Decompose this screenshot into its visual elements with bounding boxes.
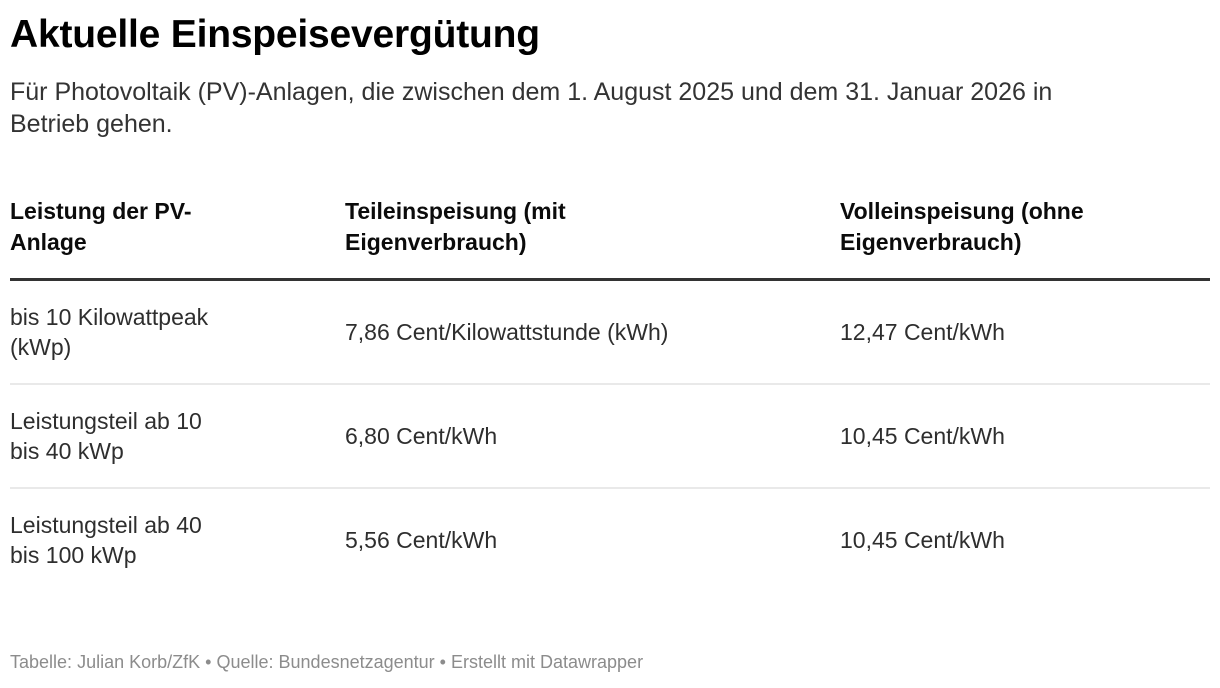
column-header-leistung: Leistung der PV-Anlage [10,196,345,281]
footer-separator: • [439,652,446,672]
column-header-teileinspeisung: Teileinspeisung (mit Eigenverbrauch) [345,196,840,281]
page-title: Aktuelle Einspeisevergütung [10,13,540,56]
data-table: Leistung der PV-Anlage Teileinspeisung (… [10,196,1210,591]
cell-row2-leistung: Leistungsteil ab 10 bis 40 kWp [10,384,345,489]
table-row: bis 10 Kilowattpeak (kWp) 7,86 Cent/Kilo… [10,279,1210,385]
cell-row3-volleinspeisung: 10,45 Cent/kWh [840,527,1005,553]
footer-source-label: Quelle: [216,652,274,672]
cell-row1-teileinspeisung: 7,86 Cent/Kilowattstunde (kWh) [345,279,840,385]
table-row: Leistungsteil ab 10 bis 40 kWp 6,80 Cent… [10,384,1210,489]
column-header-volleinspeisung: Volleinspeisung (ohne Eigenverbrauch) [840,196,1210,281]
cell-row2-volleinspeisung: 10,45 Cent/kWh [840,384,1210,489]
cell-row3-leistung: Leistungsteil ab 40 bis 100 kWp [10,512,202,568]
cell-row3-teileinspeisung: 5,56 Cent/kWh [345,527,498,553]
table-row: Leistungsteil ab 40 bis 100 kWp 5,56 Cen… [10,488,1210,591]
footer-author: Julian Korb/ZfK [77,652,201,672]
footer-attribution: Tabelle: Julian Korb/ZfK • Quelle: Bunde… [10,650,643,674]
footer-datawrapper-link[interactable]: Erstellt mit Datawrapper [451,652,644,672]
table-header-row: Leistung der PV-Anlage Teileinspeisung (… [10,196,1210,281]
cell-row2-teileinspeisung: 6,80 Cent/kWh [345,384,840,489]
cell-row1-leistung: bis 10 Kilowattpeak (kWp) [10,279,345,385]
page-description: Für Photovoltaik (PV)-Anlagen, die zwisc… [10,78,1053,138]
footer-table-label: Tabelle: [10,652,73,672]
footer-separator: • [205,652,212,672]
cell-row1-volleinspeisung: 12,47 Cent/kWh [840,279,1210,385]
footer-source-link[interactable]: Bundesnetzagentur [278,652,435,672]
